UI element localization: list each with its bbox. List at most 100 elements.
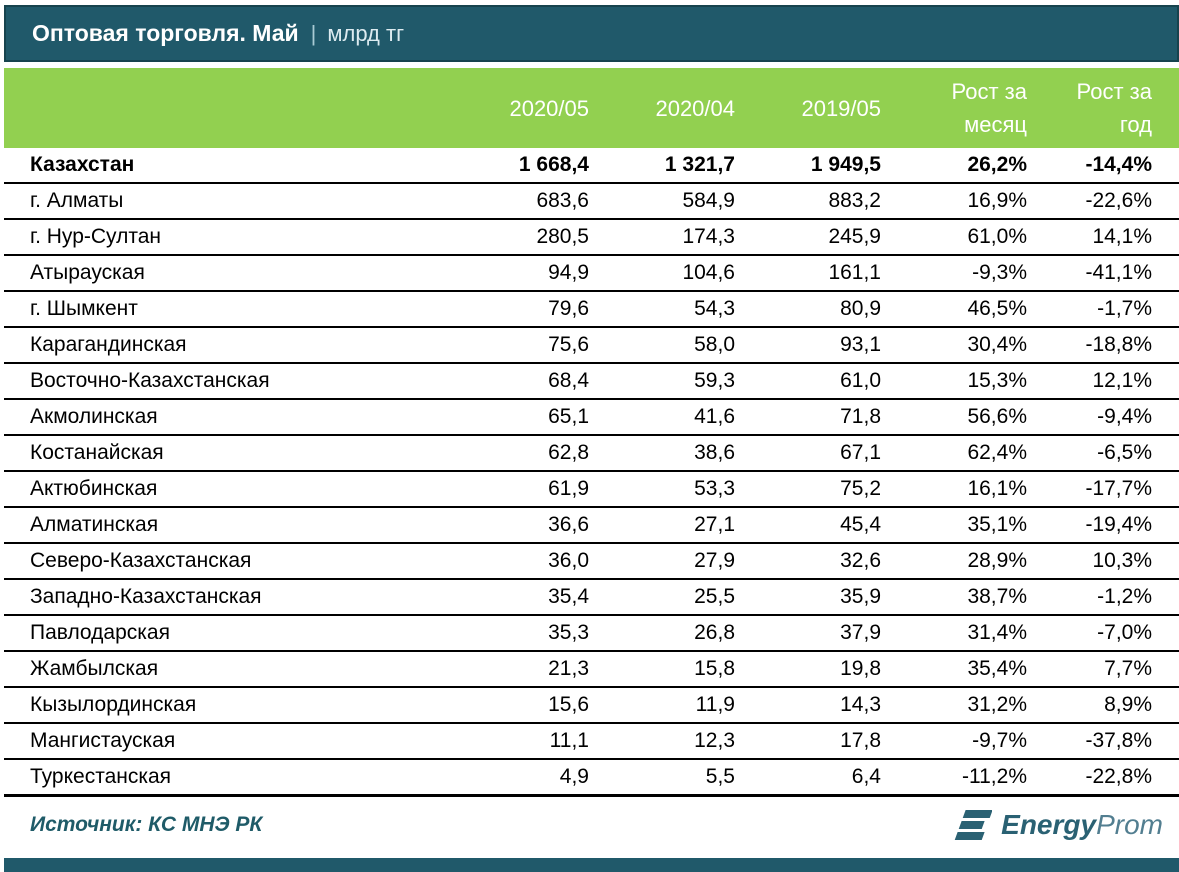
cell-value: -1,7% bbox=[1033, 291, 1179, 328]
region-name: Северо-Казахстанская bbox=[4, 543, 449, 580]
cell-value: 1 668,4 bbox=[449, 148, 595, 184]
cell-value: 56,6% bbox=[887, 399, 1033, 436]
header-row: 2020/05 2020/04 2019/05 Рост за месяц Ро… bbox=[4, 68, 1179, 148]
cell-value: 683,6 bbox=[449, 183, 595, 220]
cell-value: 58,0 bbox=[595, 327, 741, 364]
table-row: Алматинская 36,6 27,1 45,4 35,1% -19,4% bbox=[4, 507, 1179, 544]
cell-value: 26,8 bbox=[595, 615, 741, 652]
table-row: Кызылординская 15,6 11,9 14,3 31,2% 8,9% bbox=[4, 687, 1179, 724]
cell-value: 16,9% bbox=[887, 183, 1033, 220]
cell-value: 41,6 bbox=[595, 399, 741, 436]
cell-value: 1 949,5 bbox=[741, 148, 887, 184]
month-growth-label: Рост за месяц bbox=[951, 79, 1027, 137]
col-header-region bbox=[4, 68, 449, 148]
table-row: Туркестанская 4,9 5,5 6,4 -11,2% -22,8% bbox=[4, 759, 1179, 797]
cell-value: -37,8% bbox=[1033, 723, 1179, 760]
cell-value: 37,9 bbox=[741, 615, 887, 652]
col-header-2020-04: 2020/04 bbox=[595, 68, 741, 148]
cell-value: 14,3 bbox=[741, 687, 887, 724]
region-name: Туркестанская bbox=[4, 759, 449, 797]
cell-value: 28,9% bbox=[887, 543, 1033, 580]
cell-value: 36,6 bbox=[449, 507, 595, 544]
cell-value: -7,0% bbox=[1033, 615, 1179, 652]
cell-value: 61,9 bbox=[449, 471, 595, 508]
region-name: Казахстан bbox=[4, 148, 449, 184]
cell-value: 10,3% bbox=[1033, 543, 1179, 580]
cell-value: 17,8 bbox=[741, 723, 887, 760]
cell-value: -6,5% bbox=[1033, 435, 1179, 472]
title-unit: млрд тг bbox=[327, 20, 405, 46]
cell-value: 174,3 bbox=[595, 219, 741, 256]
region-name: Атырауская bbox=[4, 255, 449, 292]
cell-value: -9,3% bbox=[887, 255, 1033, 292]
table-body: Казахстан 1 668,4 1 321,7 1 949,5 26,2% -14,4… bbox=[4, 148, 1179, 797]
cell-value: 59,3 bbox=[595, 363, 741, 400]
cell-value: -19,4% bbox=[1033, 507, 1179, 544]
region-name: Кызылординская bbox=[4, 687, 449, 724]
logo-text: EnergyProm bbox=[1001, 811, 1163, 839]
cell-value: 53,3 bbox=[595, 471, 741, 508]
table-row: Мангистауская 11,1 12,3 17,8 -9,7% -37,8% bbox=[4, 723, 1179, 760]
cell-value: 280,5 bbox=[449, 219, 595, 256]
cell-value: 67,1 bbox=[741, 435, 887, 472]
cell-value: 35,1% bbox=[887, 507, 1033, 544]
region-name: г. Шымкент bbox=[4, 291, 449, 328]
cell-value: 16,1% bbox=[887, 471, 1033, 508]
logo-prom-text: Prom bbox=[1096, 809, 1163, 840]
cell-value: 68,4 bbox=[449, 363, 595, 400]
cell-value: 26,2% bbox=[887, 148, 1033, 184]
title-separator: | bbox=[310, 20, 317, 46]
source-note: Источник: КС МНЭ РК bbox=[30, 813, 263, 836]
region-name: Восточно-Казахстанская bbox=[4, 363, 449, 400]
cell-value: 14,1% bbox=[1033, 219, 1179, 256]
region-name: Алматинская bbox=[4, 507, 449, 544]
cell-value: 80,9 bbox=[741, 291, 887, 328]
title-bar: Оптовая торговля. Май | млрд тг bbox=[4, 5, 1179, 62]
table-row: г. Алматы 683,6 584,9 883,2 16,9% -22,6% bbox=[4, 183, 1179, 220]
content: Оптовая торговля. Май | млрд тг 2020/05 … bbox=[4, 5, 1179, 853]
region-name: Западно-Казахстанская bbox=[4, 579, 449, 616]
cell-value: 46,5% bbox=[887, 291, 1033, 328]
cell-value: 21,3 bbox=[449, 651, 595, 688]
cell-value: 104,6 bbox=[595, 255, 741, 292]
table-row: Актюбинская 61,9 53,3 75,2 16,1% -17,7% bbox=[4, 471, 1179, 508]
cell-value: 35,4 bbox=[449, 579, 595, 616]
region-name: Мангистауская bbox=[4, 723, 449, 760]
cell-value: 883,2 bbox=[741, 183, 887, 220]
table-row: Атырауская 94,9 104,6 161,1 -9,3% -41,1% bbox=[4, 255, 1179, 292]
cell-value: 30,4% bbox=[887, 327, 1033, 364]
col-header-year-growth: Рост за год bbox=[1033, 68, 1179, 148]
data-table: 2020/05 2020/04 2019/05 Рост за месяц Ро… bbox=[4, 68, 1179, 797]
year-growth-label: Рост за год bbox=[1076, 79, 1152, 137]
col-header-month-growth: Рост за месяц bbox=[887, 68, 1033, 148]
region-name: г. Алматы bbox=[4, 183, 449, 220]
table-header: 2020/05 2020/04 2019/05 Рост за месяц Ро… bbox=[4, 68, 1179, 148]
cell-value: -22,6% bbox=[1033, 183, 1179, 220]
table-row: Восточно-Казахстанская 68,4 59,3 61,0 15,3% 1… bbox=[4, 363, 1179, 400]
cell-value: 61,0% bbox=[887, 219, 1033, 256]
cell-value: 36,0 bbox=[449, 543, 595, 580]
cell-value: 75,2 bbox=[741, 471, 887, 508]
table-row: Акмолинская 65,1 41,6 71,8 56,6% -9,4% bbox=[4, 399, 1179, 436]
cell-value: 6,4 bbox=[741, 759, 887, 797]
cell-value: 1 321,7 bbox=[595, 148, 741, 184]
table-row: Северо-Казахстанская 36,0 27,9 32,6 28,9% 10,… bbox=[4, 543, 1179, 580]
table-row: Жамбылская 21,3 15,8 19,8 35,4% 7,7% bbox=[4, 651, 1179, 688]
bottom-accent-bar bbox=[4, 858, 1179, 872]
cell-value: 32,6 bbox=[741, 543, 887, 580]
cell-value: 31,4% bbox=[887, 615, 1033, 652]
table-row: г. Шымкент 79,6 54,3 80,9 46,5% -1,7% bbox=[4, 291, 1179, 328]
cell-value: 62,8 bbox=[449, 435, 595, 472]
cell-value: 161,1 bbox=[741, 255, 887, 292]
cell-value: 75,6 bbox=[449, 327, 595, 364]
region-name: Акмолинская bbox=[4, 399, 449, 436]
cell-value: 35,3 bbox=[449, 615, 595, 652]
cell-value: 584,9 bbox=[595, 183, 741, 220]
footer: Источник: КС МНЭ РК EnergyProm bbox=[4, 797, 1179, 853]
cell-value: -14,4% bbox=[1033, 148, 1179, 184]
cell-value: -9,7% bbox=[887, 723, 1033, 760]
cell-value: 11,9 bbox=[595, 687, 741, 724]
cell-value: 5,5 bbox=[595, 759, 741, 797]
table-row: Костанайская 62,8 38,6 67,1 62,4% -6,5% bbox=[4, 435, 1179, 472]
cell-value: 35,9 bbox=[741, 579, 887, 616]
